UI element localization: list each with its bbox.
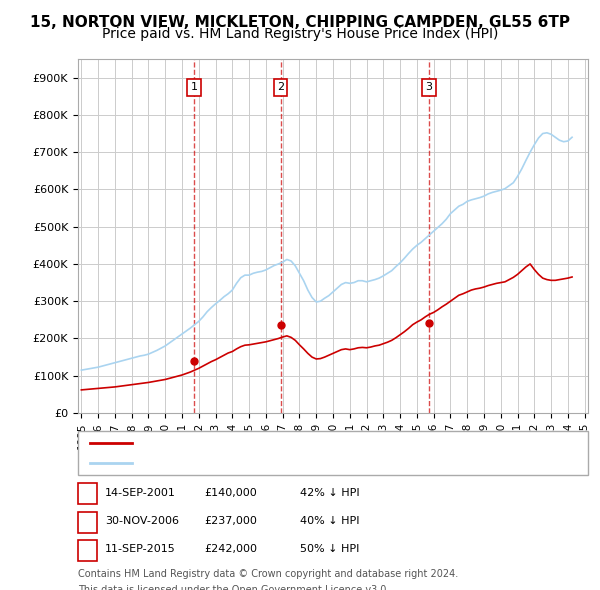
Text: This data is licensed under the Open Government Licence v3.0.: This data is licensed under the Open Gov… [78, 585, 389, 590]
Text: 50% ↓ HPI: 50% ↓ HPI [300, 545, 359, 554]
Text: 1: 1 [190, 83, 197, 92]
Text: 14-SEP-2001: 14-SEP-2001 [105, 488, 176, 497]
Text: HPI: Average price, detached house, Cotswold: HPI: Average price, detached house, Cots… [138, 458, 379, 467]
Text: 2: 2 [277, 83, 284, 92]
Text: Contains HM Land Registry data © Crown copyright and database right 2024.: Contains HM Land Registry data © Crown c… [78, 569, 458, 579]
Text: 2: 2 [84, 516, 91, 526]
Text: 3: 3 [84, 545, 91, 554]
Text: 15, NORTON VIEW, MICKLETON, CHIPPING CAMPDEN, GL55 6TP (detached house): 15, NORTON VIEW, MICKLETON, CHIPPING CAM… [138, 438, 562, 448]
Text: £237,000: £237,000 [204, 516, 257, 526]
Text: £242,000: £242,000 [204, 545, 257, 554]
Text: £140,000: £140,000 [204, 488, 257, 497]
Text: 11-SEP-2015: 11-SEP-2015 [105, 545, 176, 554]
Text: 15, NORTON VIEW, MICKLETON, CHIPPING CAMPDEN, GL55 6TP: 15, NORTON VIEW, MICKLETON, CHIPPING CAM… [30, 15, 570, 30]
Text: 3: 3 [425, 83, 432, 92]
Text: 40% ↓ HPI: 40% ↓ HPI [300, 516, 359, 526]
Text: 1: 1 [84, 488, 91, 497]
Text: Price paid vs. HM Land Registry's House Price Index (HPI): Price paid vs. HM Land Registry's House … [102, 27, 498, 41]
Text: 30-NOV-2006: 30-NOV-2006 [105, 516, 179, 526]
Text: 42% ↓ HPI: 42% ↓ HPI [300, 488, 359, 497]
